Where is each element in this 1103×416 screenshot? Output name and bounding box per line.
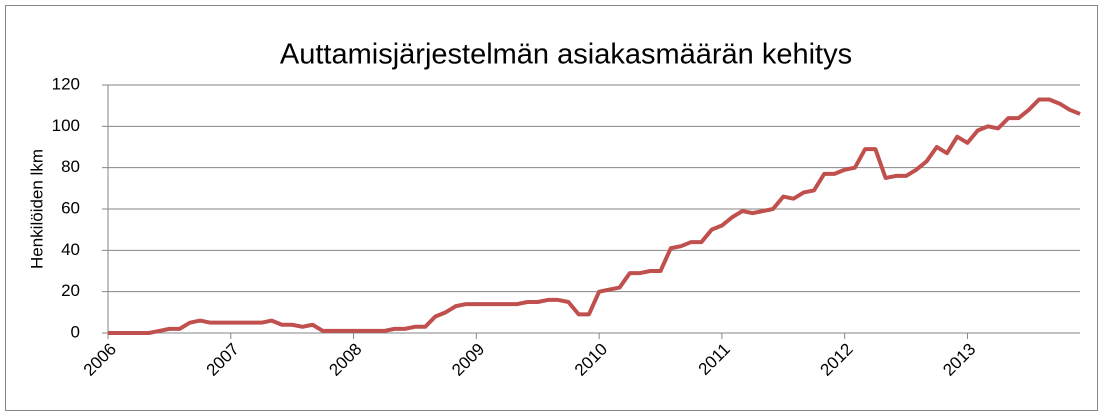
chart-title: Auttamisjärjestelmän asiakasmäärän kehit… (280, 39, 852, 71)
y-tick-label: 80 (61, 157, 80, 176)
y-tick-label: 0 (71, 322, 80, 341)
y-tick-label: 60 (61, 198, 80, 217)
y-tick-label: 100 (52, 116, 80, 135)
y-axis-label: Henkilöiden lkm (27, 149, 46, 269)
chart-border (5, 5, 1098, 411)
y-tick-label: 120 (52, 74, 80, 93)
y-tick-label: 40 (61, 240, 80, 259)
y-tick-label: 20 (61, 281, 80, 300)
data-line (108, 97, 1081, 335)
